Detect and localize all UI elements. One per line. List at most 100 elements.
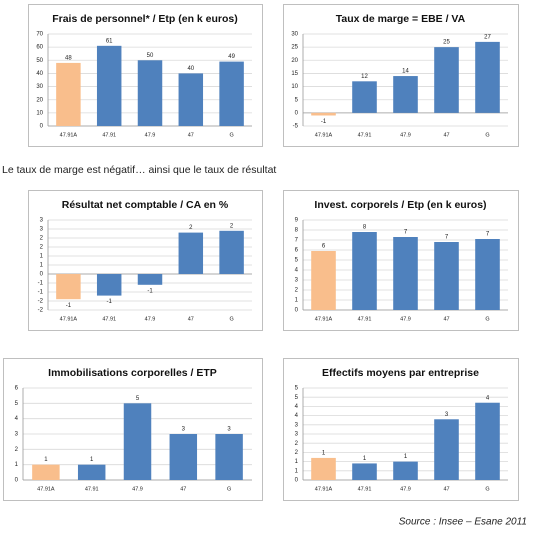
bar [434,419,459,480]
x-tick-label: 47.91A [37,486,55,492]
y-tick-label: 4 [295,268,299,274]
chart-title: Effectifs moyens par entreprise [322,367,479,379]
bar [311,457,336,480]
y-tick-label: 1 [15,462,19,468]
bar [311,251,336,310]
value-label: 50 [147,53,154,59]
y-tick-label: 3 [15,432,19,438]
x-tick-label: 47.91A [60,316,78,322]
y-tick-label: 7 [295,238,299,244]
value-label: 40 [187,66,194,72]
x-tick-label: 47 [443,132,449,138]
y-tick-label: 8 [295,228,299,234]
y-tick-label: 10 [291,84,298,90]
y-tick-label: 5 [295,386,299,392]
y-tick-label: 30 [36,84,43,90]
x-tick-label: 47.91 [102,316,116,322]
bar [352,81,377,113]
value-label: 14 [402,69,409,75]
x-tick-label: 47.9 [132,486,143,492]
value-label: 48 [65,55,72,61]
bar [137,60,163,126]
value-label: 4 [486,395,490,401]
x-tick-label: 47 [188,316,194,322]
bar [32,464,60,480]
y-tick-label: 10 [36,110,43,116]
bar [393,461,418,480]
value-label: 2 [230,223,234,229]
y-tick-label: 3 [40,218,44,224]
y-tick-label: 0 [295,308,299,314]
y-tick-label: 60 [36,45,43,51]
chart-title: Invest. corporels / Etp (en k euros) [314,199,486,211]
value-label: 1 [363,456,367,462]
y-tick-label: 0 [295,110,299,116]
x-tick-label: 47.9 [400,132,411,138]
x-tick-label: 47.9 [400,486,411,492]
x-tick-label: 47.91 [358,316,372,322]
value-label: -1 [321,119,327,125]
x-tick-label: G [229,132,233,138]
x-tick-label: 47 [443,316,449,322]
y-tick-label: 6 [15,386,19,392]
value-label: 1 [322,450,326,456]
bar [219,230,244,274]
source: Source : Insee – Esane 2011 [399,517,527,528]
value-label: 6 [322,244,326,250]
y-tick-label: 3 [40,227,44,233]
y-tick-label: 20 [291,58,298,64]
x-tick-label: 47 [443,486,449,492]
y-tick-label: 40 [36,71,43,77]
y-tick-label: 4 [295,404,299,410]
y-tick-label: 1 [295,298,299,304]
x-tick-label: 47.91 [358,132,372,138]
x-tick-label: 47.91A [60,132,78,138]
y-tick-label: 4 [295,413,299,419]
bar [178,73,204,126]
y-tick-label: 0 [40,124,44,130]
y-tick-label: 5 [295,258,299,264]
value-label: 7 [445,235,449,241]
value-label: 25 [443,40,450,46]
y-tick-label: -1 [38,281,44,287]
x-tick-label: 47.91 [358,486,372,492]
y-tick-label: 3 [295,432,299,438]
bar [77,464,106,480]
x-tick-label: 47.91A [315,486,333,492]
y-tick-label: 3 [295,422,299,428]
y-tick-label: 9 [295,218,299,224]
value-label: 3 [445,412,449,418]
bar [475,402,500,480]
y-tick-label: -5 [293,124,299,130]
bar [178,232,204,274]
x-tick-label: G [227,486,231,492]
bar [434,242,459,310]
value-label: -1 [66,303,72,309]
bar [137,274,163,285]
y-tick-label: -2 [38,308,44,314]
value-label: 7 [486,232,490,238]
y-tick-label: 2 [295,441,299,447]
y-tick-label: 1 [40,263,44,269]
value-label: 1 [90,457,94,463]
note: Le taux de marge est négatif… ainsi que … [2,164,276,176]
y-tick-label: 5 [295,395,299,401]
bar [311,112,336,116]
y-tick-label: 3 [295,278,299,284]
value-label: 5 [136,396,140,402]
bar [393,76,418,113]
value-label: 8 [363,225,367,231]
chart-title: Résultat net comptable / CA en % [62,199,229,211]
value-label: 2 [189,225,193,231]
y-tick-label: 70 [36,32,43,38]
y-tick-label: 0 [15,478,19,484]
chart-title: Taux de marge = EBE / VA [336,13,466,25]
x-tick-label: G [485,132,489,138]
x-tick-label: 47 [188,132,194,138]
bar [96,45,122,127]
value-label: -1 [147,288,153,294]
bar [215,434,243,480]
bar [56,274,81,300]
y-tick-label: 5 [295,97,299,103]
bar [123,403,152,480]
